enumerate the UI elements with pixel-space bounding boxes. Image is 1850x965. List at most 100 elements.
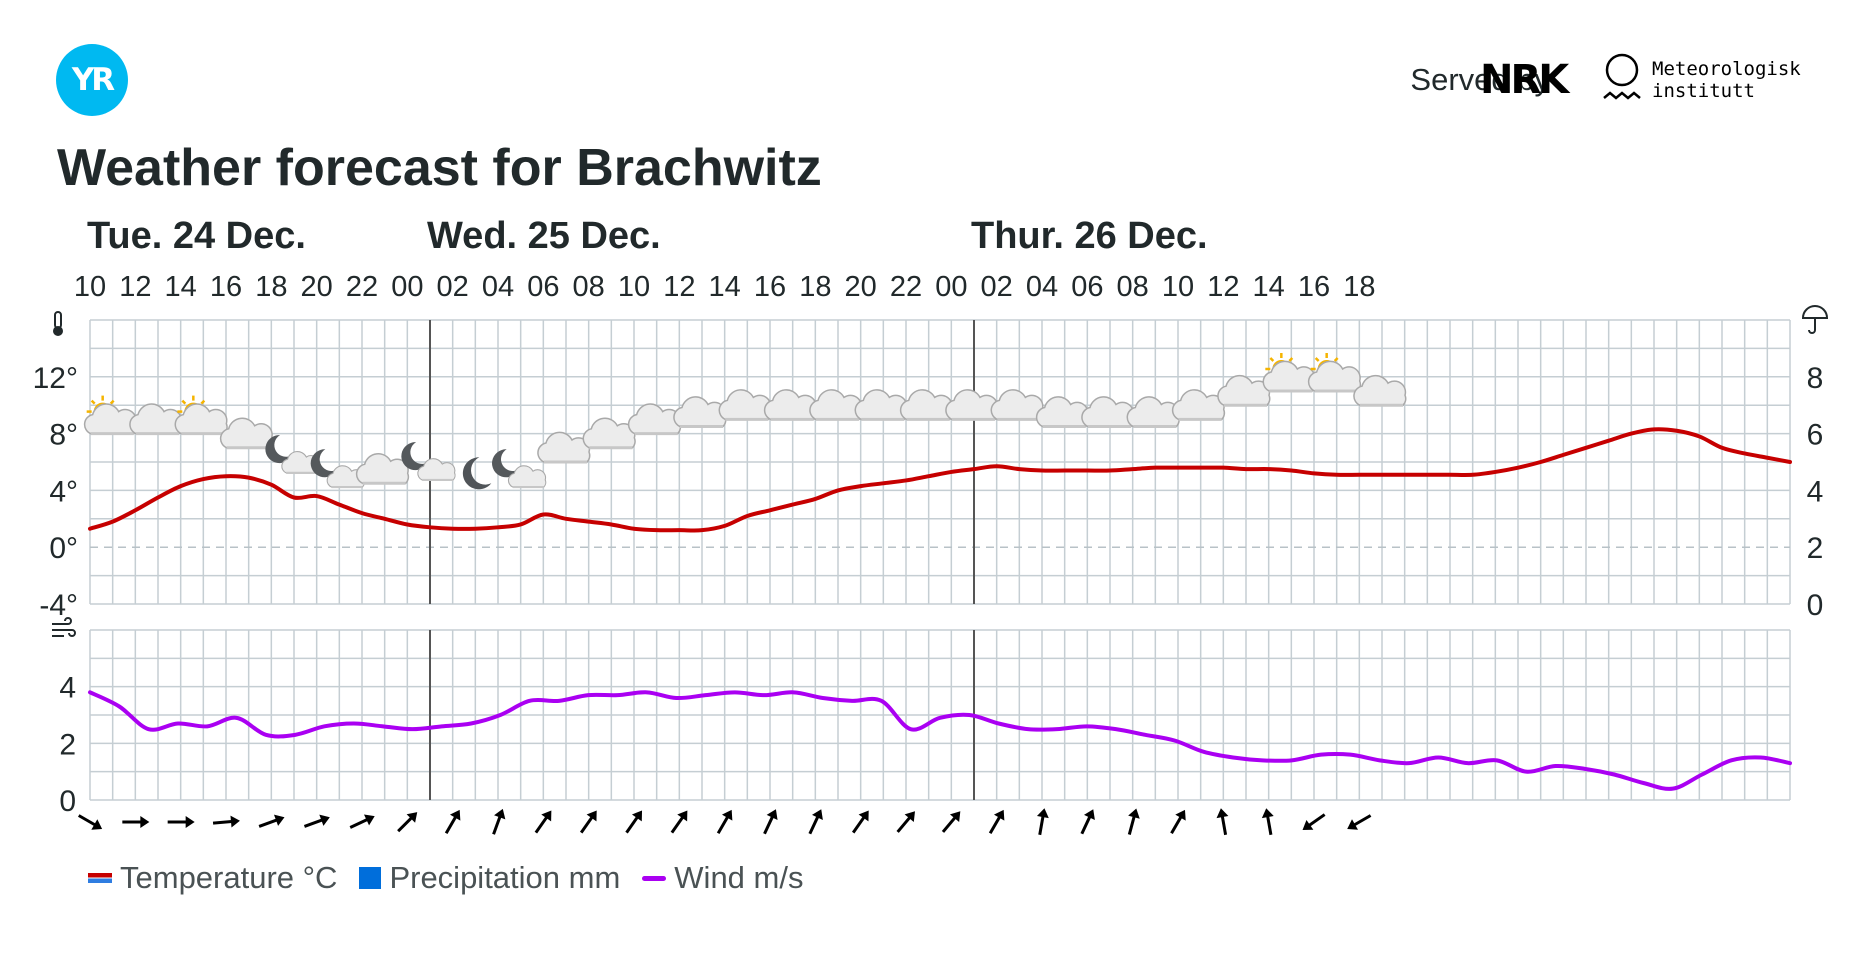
wind-y-tick: 4 xyxy=(59,672,76,705)
cloudy-icon xyxy=(1353,374,1407,407)
wind-direction-arrow xyxy=(716,809,733,835)
partly-cloudy-day-icon xyxy=(83,395,138,436)
partly-cloudy-night-icon xyxy=(401,442,456,482)
cloudy-icon xyxy=(990,389,1044,421)
hour-tick-label: 14 xyxy=(165,271,197,303)
wind-direction-arrow xyxy=(1080,809,1095,835)
wind-direction-arrow xyxy=(851,810,869,834)
hour-tick-label: 20 xyxy=(301,271,333,303)
hour-tick-label: 16 xyxy=(210,271,242,303)
wind-direction-arrow xyxy=(258,814,285,828)
day-label: Thur. 26 Dec. xyxy=(971,215,1208,257)
precip-y-tick: 0 xyxy=(1807,589,1824,622)
hour-tick-label: 04 xyxy=(482,271,514,303)
nrk-logo: NRK xyxy=(1480,57,1569,103)
hour-tick-label: 16 xyxy=(1298,271,1330,303)
cloudy-icon xyxy=(718,389,772,421)
temp-y-tick: -4° xyxy=(39,589,78,622)
wind-direction-arrow xyxy=(122,816,150,828)
cloudy-icon xyxy=(1171,389,1226,421)
wind-direction-arrow xyxy=(670,810,688,834)
hour-tick-label: 04 xyxy=(1026,271,1058,303)
met-name-line-2: institutt xyxy=(1652,80,1755,102)
temperature-line xyxy=(88,427,1792,533)
legend-wind-swatch xyxy=(642,875,667,881)
hour-tick-label: 12 xyxy=(1207,271,1239,303)
wind-direction-arrow xyxy=(534,810,552,834)
wind-direction-arrow xyxy=(444,809,461,835)
wind-direction-arrow xyxy=(492,808,506,835)
cloudy-icon xyxy=(1081,396,1135,428)
served-by-label: Served by xyxy=(1410,62,1550,97)
wind-y-tick: 0 xyxy=(59,785,76,818)
cloudy-icon xyxy=(1217,374,1271,407)
legend-precipitation-swatch xyxy=(359,867,382,889)
temp-y-tick: 0° xyxy=(49,532,78,565)
day-label: Tue. 24 Dec. xyxy=(87,215,306,257)
cloudy-icon xyxy=(854,389,908,421)
cloudy-icon xyxy=(809,389,863,421)
precip-y-tick: 8 xyxy=(1807,362,1824,395)
hour-tick-label: 08 xyxy=(1117,271,1149,303)
hour-tick-label: 12 xyxy=(663,271,695,303)
partly-cloudy-day-icon xyxy=(1307,353,1362,393)
hour-tick-label: 00 xyxy=(391,271,423,303)
wind-direction-arrow xyxy=(1036,808,1049,836)
hour-tick-label: 18 xyxy=(1343,271,1375,303)
cloudy-icon xyxy=(673,396,727,428)
day-label: Wed. 25 Dec. xyxy=(427,215,661,257)
wind-direction-arrow xyxy=(1347,814,1372,830)
partly-cloudy-night-icon xyxy=(310,449,365,489)
wind-direction-arrow xyxy=(349,814,375,829)
wind-direction-arrow xyxy=(303,814,330,828)
legend-temperature-label: Temperature °C xyxy=(120,860,338,895)
hour-tick-label: 10 xyxy=(618,271,650,303)
hour-tick-label: 00 xyxy=(935,271,967,303)
legend-wind: Wind m/s xyxy=(642,860,803,896)
cloudy-icon xyxy=(582,417,636,450)
cloudy-icon xyxy=(627,403,682,436)
met-name-line-1: Meteorologisk xyxy=(1652,58,1801,80)
temp-y-tick: 4° xyxy=(49,475,78,508)
cloudy-icon xyxy=(537,431,591,464)
partly-cloudy-day-icon xyxy=(174,395,228,436)
hour-tick-label: 14 xyxy=(1253,271,1285,303)
wind-direction-arrow xyxy=(579,810,597,834)
yr-logo: YR xyxy=(56,44,128,116)
hour-tick-label: 02 xyxy=(437,271,469,303)
cloudy-icon xyxy=(763,389,818,421)
hour-tick-label: 02 xyxy=(981,271,1013,303)
partly-cloudy-day-icon xyxy=(1262,353,1316,393)
hour-tick-label: 08 xyxy=(573,271,605,303)
cloudy-icon xyxy=(945,389,999,421)
wind-direction-arrow xyxy=(1216,808,1229,836)
hour-tick-label: 10 xyxy=(74,271,106,303)
cloudy-icon xyxy=(355,452,410,485)
legend-precipitation: Precipitation mm xyxy=(359,860,620,896)
wind-direction-arrow xyxy=(77,814,103,830)
hour-tick-label: 10 xyxy=(1162,271,1194,303)
wind-direction-arrow xyxy=(763,809,778,835)
wind-line xyxy=(88,690,1792,791)
cloudy-icon xyxy=(129,403,183,436)
cloud-icon xyxy=(417,458,456,482)
wind-direction-arrow xyxy=(397,812,418,833)
chart-legend: Temperature °C Precipitation mm Wind m/s xyxy=(88,860,825,896)
legend-temperature: Temperature °C xyxy=(88,860,337,896)
wind-direction-arrow xyxy=(988,809,1005,835)
wind-direction-arrow xyxy=(1302,813,1326,831)
hour-tick-label: 22 xyxy=(890,271,922,303)
precip-y-tick: 6 xyxy=(1807,419,1824,452)
wind-direction-arrow xyxy=(808,809,823,835)
partly-cloudy-night-icon xyxy=(265,435,320,474)
clear-night-icon xyxy=(462,457,492,490)
cloudy-icon xyxy=(1126,396,1180,428)
hour-tick-label: 06 xyxy=(527,271,559,303)
hour-tick-label: 22 xyxy=(346,271,378,303)
hour-tick-label: 12 xyxy=(119,271,151,303)
wind-direction-arrow xyxy=(1261,808,1274,836)
legend-wind-label: Wind m/s xyxy=(674,860,804,895)
cloudy-icon xyxy=(1035,396,1090,428)
umbrella-icon xyxy=(1801,305,1829,334)
hour-tick-label: 18 xyxy=(799,271,831,303)
